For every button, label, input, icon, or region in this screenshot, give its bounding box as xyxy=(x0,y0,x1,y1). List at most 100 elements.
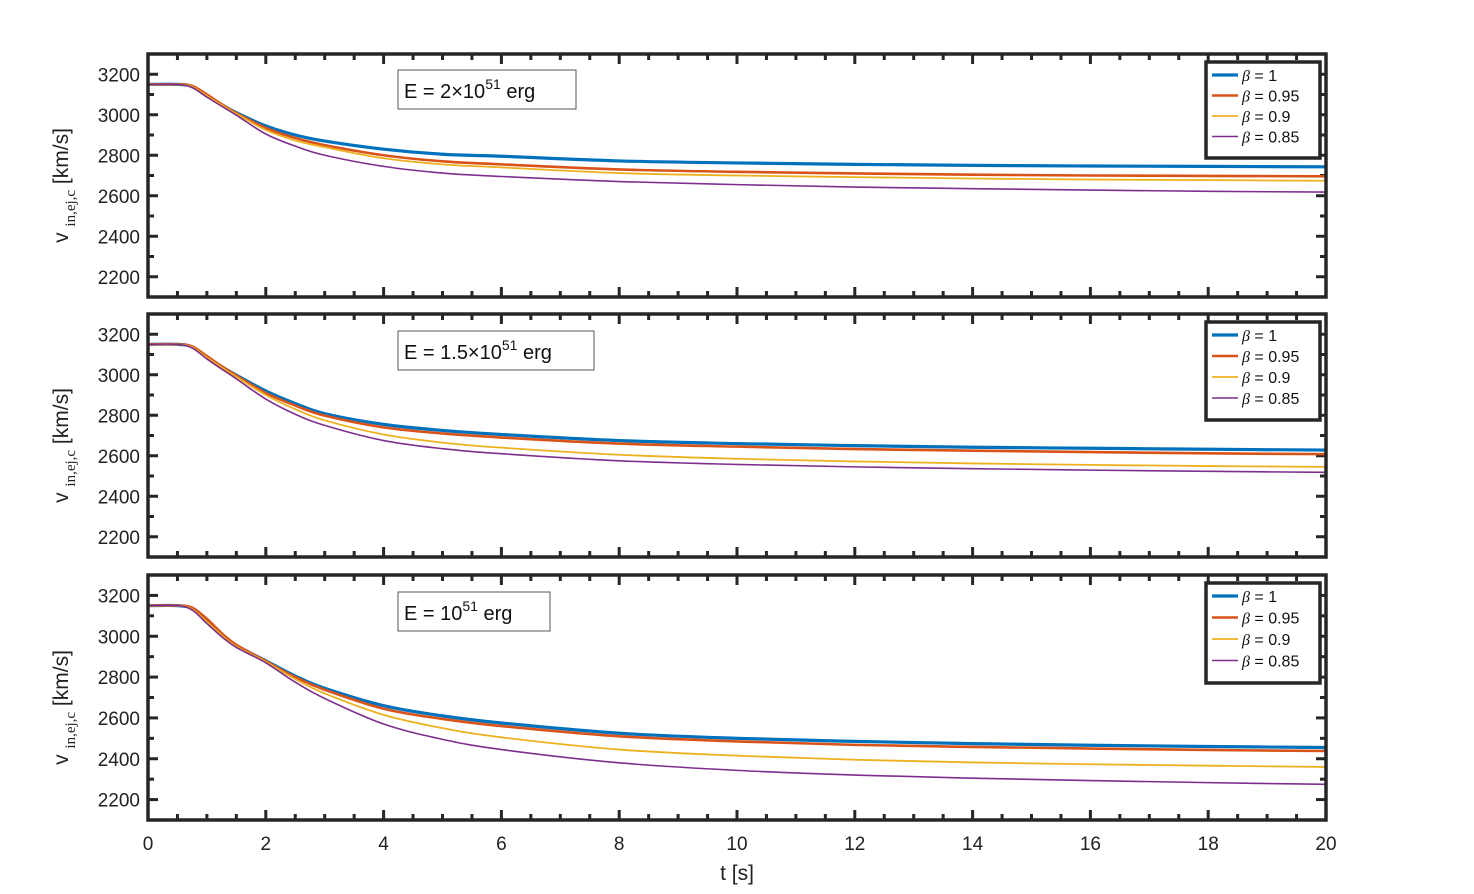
legend-symbol: β xyxy=(1241,391,1250,408)
y-tick-label: 2600 xyxy=(98,447,140,468)
legend-label-2: β = 0.95 xyxy=(1241,611,1299,628)
annotation-exponent: 51 xyxy=(502,337,518,353)
annotation-suffix: erg xyxy=(517,342,551,364)
legend-label-2: β = 0.95 xyxy=(1241,89,1299,106)
legend-symbol: β xyxy=(1241,349,1250,366)
legend-label-1: β = 1 xyxy=(1241,328,1277,345)
legend: β = 1β = 0.95β = 0.9β = 0.85 xyxy=(1204,320,1322,422)
y-tick-label: 3200 xyxy=(98,325,140,346)
series-line-1 xyxy=(148,342,1326,452)
series-line-4 xyxy=(148,83,1326,193)
y-axis-label-unit: [km/s] xyxy=(50,128,73,190)
y-tick-label: 2400 xyxy=(98,227,140,248)
axis-ticks xyxy=(148,575,1326,820)
y-tick-label: 2800 xyxy=(98,406,140,427)
legend-value: = 1 xyxy=(1250,68,1277,85)
series-line-3 xyxy=(148,83,1326,182)
annotation-exponent: 51 xyxy=(485,76,501,92)
annotation-text: E = 1.5×1051 erg xyxy=(404,337,552,364)
series-lines xyxy=(148,82,1326,193)
y-axis-label-main: v xyxy=(50,749,73,765)
legend-symbol: β xyxy=(1241,654,1250,671)
annotation-suffix: erg xyxy=(501,81,535,103)
y-tick-label: 2800 xyxy=(98,146,140,167)
y-tick-label: 2800 xyxy=(98,668,140,689)
annotation-prefix: E = 2×10 xyxy=(404,81,485,103)
chart-panel-3: 2200 2400 2600 2800 3000 3200 0 2 4 6 8 10 12 14 16 18 2… xyxy=(50,573,1337,885)
legend-label-2: β = 0.95 xyxy=(1241,349,1299,366)
legend-label-4: β = 0.85 xyxy=(1241,391,1299,408)
y-tick-label: 3200 xyxy=(98,586,140,607)
legend-value: = 1 xyxy=(1250,589,1277,606)
x-tick-label: 12 xyxy=(844,834,865,855)
series-lines xyxy=(148,603,1326,786)
plot-frame xyxy=(146,52,1328,299)
legend-symbol: β xyxy=(1241,109,1250,126)
legend-symbol: β xyxy=(1241,130,1250,147)
y-tick-label: 2200 xyxy=(98,528,140,549)
y-tick-label: 2200 xyxy=(98,268,140,289)
legend-label-3: β = 0.9 xyxy=(1241,370,1291,387)
legend-value: = 0.85 xyxy=(1250,130,1299,147)
y-axis-label: v in,ej,c [km/s] xyxy=(50,650,79,765)
y-tick-label: 2400 xyxy=(98,487,140,508)
x-tick-label: 2 xyxy=(261,834,272,855)
legend-label-3: β = 0.9 xyxy=(1241,632,1291,649)
y-axis-label-main: v xyxy=(50,487,73,503)
legend-label-1: β = 1 xyxy=(1241,68,1277,85)
annotation-text: E = 2×1051 erg xyxy=(404,76,535,103)
y-tick-label: 3000 xyxy=(98,366,140,387)
y-tick-label: 2600 xyxy=(98,187,140,208)
x-tick-label: 0 xyxy=(143,834,154,855)
legend-symbol: β xyxy=(1241,589,1250,606)
plot-frame xyxy=(146,573,1328,822)
annotation-text: E = 1051 erg xyxy=(404,598,512,625)
legend-box xyxy=(1204,581,1322,685)
legend-box xyxy=(1204,60,1322,160)
y-axis-label-subscript: in,ej,c xyxy=(63,450,79,487)
series-line-3 xyxy=(148,604,1326,768)
legend: β = 1β = 0.95β = 0.9β = 0.85 xyxy=(1204,60,1322,160)
legend-value: = 1 xyxy=(1250,328,1277,345)
legend: β = 1 β = 0.95 β = 0.9 β = 0.85 xyxy=(1204,581,1322,685)
annotation-exponent: 51 xyxy=(462,598,478,614)
y-tick-label: 3000 xyxy=(98,627,140,648)
y-tick-label: 2600 xyxy=(98,709,140,730)
legend-label-4: β = 0.85 xyxy=(1241,130,1299,147)
chart-panel-2: 2200 2400 2600 2800 3000 3200 v in,ej,c [km/s]… xyxy=(50,312,1328,559)
x-tick-label: 20 xyxy=(1315,834,1336,855)
x-axis-label: t [s] xyxy=(720,862,754,885)
axis-ticks xyxy=(148,314,1326,557)
legend-label-3: β = 0.9 xyxy=(1241,109,1291,126)
legend-value: = 0.85 xyxy=(1250,654,1299,671)
annotation-box xyxy=(397,591,551,632)
x-tick-label: 4 xyxy=(378,834,389,855)
legend-value: = 0.95 xyxy=(1250,349,1299,366)
y-axis-label: v in,ej,c [km/s] xyxy=(50,388,79,503)
series-line-1 xyxy=(148,82,1326,169)
legend-symbol: β xyxy=(1241,89,1250,106)
legend-symbol: β xyxy=(1241,328,1250,345)
legend-symbol: β xyxy=(1241,370,1250,387)
y-axis-label-subscript: in,ej,c xyxy=(63,712,79,749)
plot-frame xyxy=(146,312,1328,559)
series-line-4 xyxy=(148,343,1326,474)
y-axis-label: v in,ej,c [km/s] xyxy=(50,128,79,243)
x-tick-label: 6 xyxy=(496,834,507,855)
legend-value: = 0.9 xyxy=(1250,370,1291,387)
series-lines xyxy=(148,342,1326,474)
x-tick-label: 10 xyxy=(726,834,747,855)
series-line-1 xyxy=(148,603,1326,750)
series-line-2 xyxy=(148,342,1326,456)
y-tick-label: 3200 xyxy=(98,65,140,86)
legend-label-4: β = 0.85 xyxy=(1241,654,1299,671)
chart-panel-1: 2200 2400 2600 2800 3000 3200 v in,ej,c [km/s]… xyxy=(50,52,1328,299)
annotation-suffix: erg xyxy=(478,603,512,625)
legend-value: = 0.95 xyxy=(1250,89,1299,106)
y-axis-label-unit: [km/s] xyxy=(50,650,73,712)
annotation-box xyxy=(397,330,595,371)
y-tick-label: 2400 xyxy=(98,750,140,771)
legend-value: = 0.85 xyxy=(1250,391,1299,408)
x-tick-label: 8 xyxy=(614,834,625,855)
legend-value: = 0.9 xyxy=(1250,632,1291,649)
